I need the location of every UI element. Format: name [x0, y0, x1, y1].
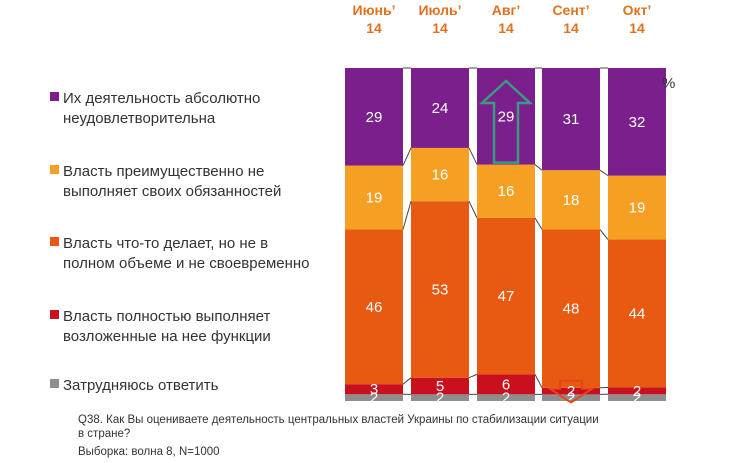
connector-line [402, 147, 412, 166]
legend-label: полном объеме и не своевременно [63, 255, 310, 272]
bar-series3-cat1 [345, 229, 403, 385]
legend-swatch [50, 310, 59, 319]
bar-series5-cat5 [608, 68, 666, 176]
connector-line [468, 200, 478, 219]
value-label: 3 [370, 381, 378, 398]
value-label: 32 [629, 114, 646, 131]
value-label: 53 [432, 281, 449, 298]
legend-label: Их деятельность абсолютно [63, 90, 260, 107]
column-header-year: 14 [366, 20, 382, 36]
bar-series1-cat5 [608, 394, 666, 401]
legend-label: Власть преимущественно не [63, 163, 264, 180]
legend-swatch [50, 379, 59, 388]
bar-series5-cat1 [345, 68, 403, 166]
bar-series5-cat4 [542, 68, 600, 171]
bar-series3-cat2 [411, 201, 469, 378]
value-label: 29 [366, 109, 383, 126]
legend-swatch [50, 92, 59, 101]
arrow-up-icon [478, 79, 534, 164]
connector-line [534, 164, 543, 171]
bar-series5-cat2 [411, 68, 469, 148]
value-label: 29 [498, 108, 515, 125]
bar-series1-cat3 [477, 394, 535, 401]
value-label: 16 [432, 167, 449, 184]
value-label: 18 [563, 192, 580, 209]
question-line-1: Q38. Как Вы оцениваете деятельность цент… [78, 414, 599, 426]
bar-series4-cat1 [345, 165, 403, 230]
bar-series3-cat4 [542, 229, 600, 388]
bar-series1-cat1 [345, 394, 403, 401]
value-label: 2 [567, 383, 575, 400]
legend-label: выполняет своих обязанностей [63, 183, 281, 200]
question-text: Q38. Как Вы оцениваете деятельность цент… [78, 413, 599, 441]
connector-line [534, 374, 543, 389]
value-label: 44 [629, 306, 646, 323]
value-label: 6 [502, 376, 510, 393]
column-header-month: Июнь’ [353, 2, 396, 18]
bar-series4-cat2 [411, 147, 469, 202]
value-label: 2 [502, 390, 510, 407]
legend-label: возложенные на нее функции [63, 328, 271, 345]
connector-line [468, 147, 478, 165]
column-header-year: 14 [629, 20, 645, 36]
column-header-year: 14 [432, 20, 448, 36]
bar-series3-cat5 [608, 239, 666, 388]
value-label: 2 [436, 390, 444, 407]
value-label: 2 [633, 383, 641, 400]
unit-label: % [662, 75, 675, 92]
bar-series4-cat5 [608, 175, 666, 240]
legend-label: Затрудняюсь ответить [63, 377, 219, 394]
connector-line [534, 217, 543, 230]
bar-series2-cat3 [477, 374, 535, 395]
question-line-2: в стране? [78, 428, 131, 440]
bar-series2-cat1 [345, 384, 403, 395]
legend-label: неудовлетворительна [63, 110, 216, 127]
connector-line [402, 201, 412, 230]
bar-series4-cat3 [477, 164, 535, 218]
value-label: 46 [366, 299, 383, 316]
value-label: 47 [498, 288, 515, 305]
bar-series1-cat2 [411, 394, 469, 401]
legend-swatch [50, 165, 59, 174]
value-label: 16 [498, 183, 515, 200]
bar-series1-cat4 [542, 394, 600, 401]
value-label: 19 [366, 190, 383, 207]
column-header-month: Сент’ [552, 2, 589, 18]
column-header-year: 14 [498, 20, 514, 36]
value-label: 48 [563, 301, 580, 318]
connector-line [599, 229, 609, 240]
legend-label: Власть полностью выполняет [63, 308, 270, 325]
column-header-year: 14 [563, 20, 579, 36]
bar-series4-cat4 [542, 170, 600, 230]
connector-line [402, 377, 412, 385]
legend-swatch [50, 237, 59, 246]
value-label: 31 [563, 111, 580, 128]
arrow-down-icon [546, 379, 596, 404]
column-header-month: Окт’ [623, 2, 652, 18]
legend-label: Власть что-то делает, но не в [63, 235, 268, 252]
sample-text: Выборка: волна 8, N=1000 [78, 446, 220, 458]
connector-line [468, 373, 478, 379]
bar-series2-cat2 [411, 377, 469, 395]
column-header-month: Авг’ [492, 2, 520, 18]
connector-line [599, 169, 609, 177]
bar-series2-cat5 [608, 387, 666, 395]
bar-series3-cat3 [477, 217, 535, 375]
value-label: 24 [432, 100, 449, 117]
value-label: 2 [370, 390, 378, 407]
value-label: 5 [436, 378, 444, 395]
bar-series5-cat3 [477, 68, 535, 165]
value-label: 2 [633, 390, 641, 407]
column-header-month: Июль’ [418, 2, 461, 18]
value-label: 2 [567, 390, 575, 407]
bar-series2-cat4 [542, 387, 600, 395]
value-label: 19 [629, 200, 646, 217]
